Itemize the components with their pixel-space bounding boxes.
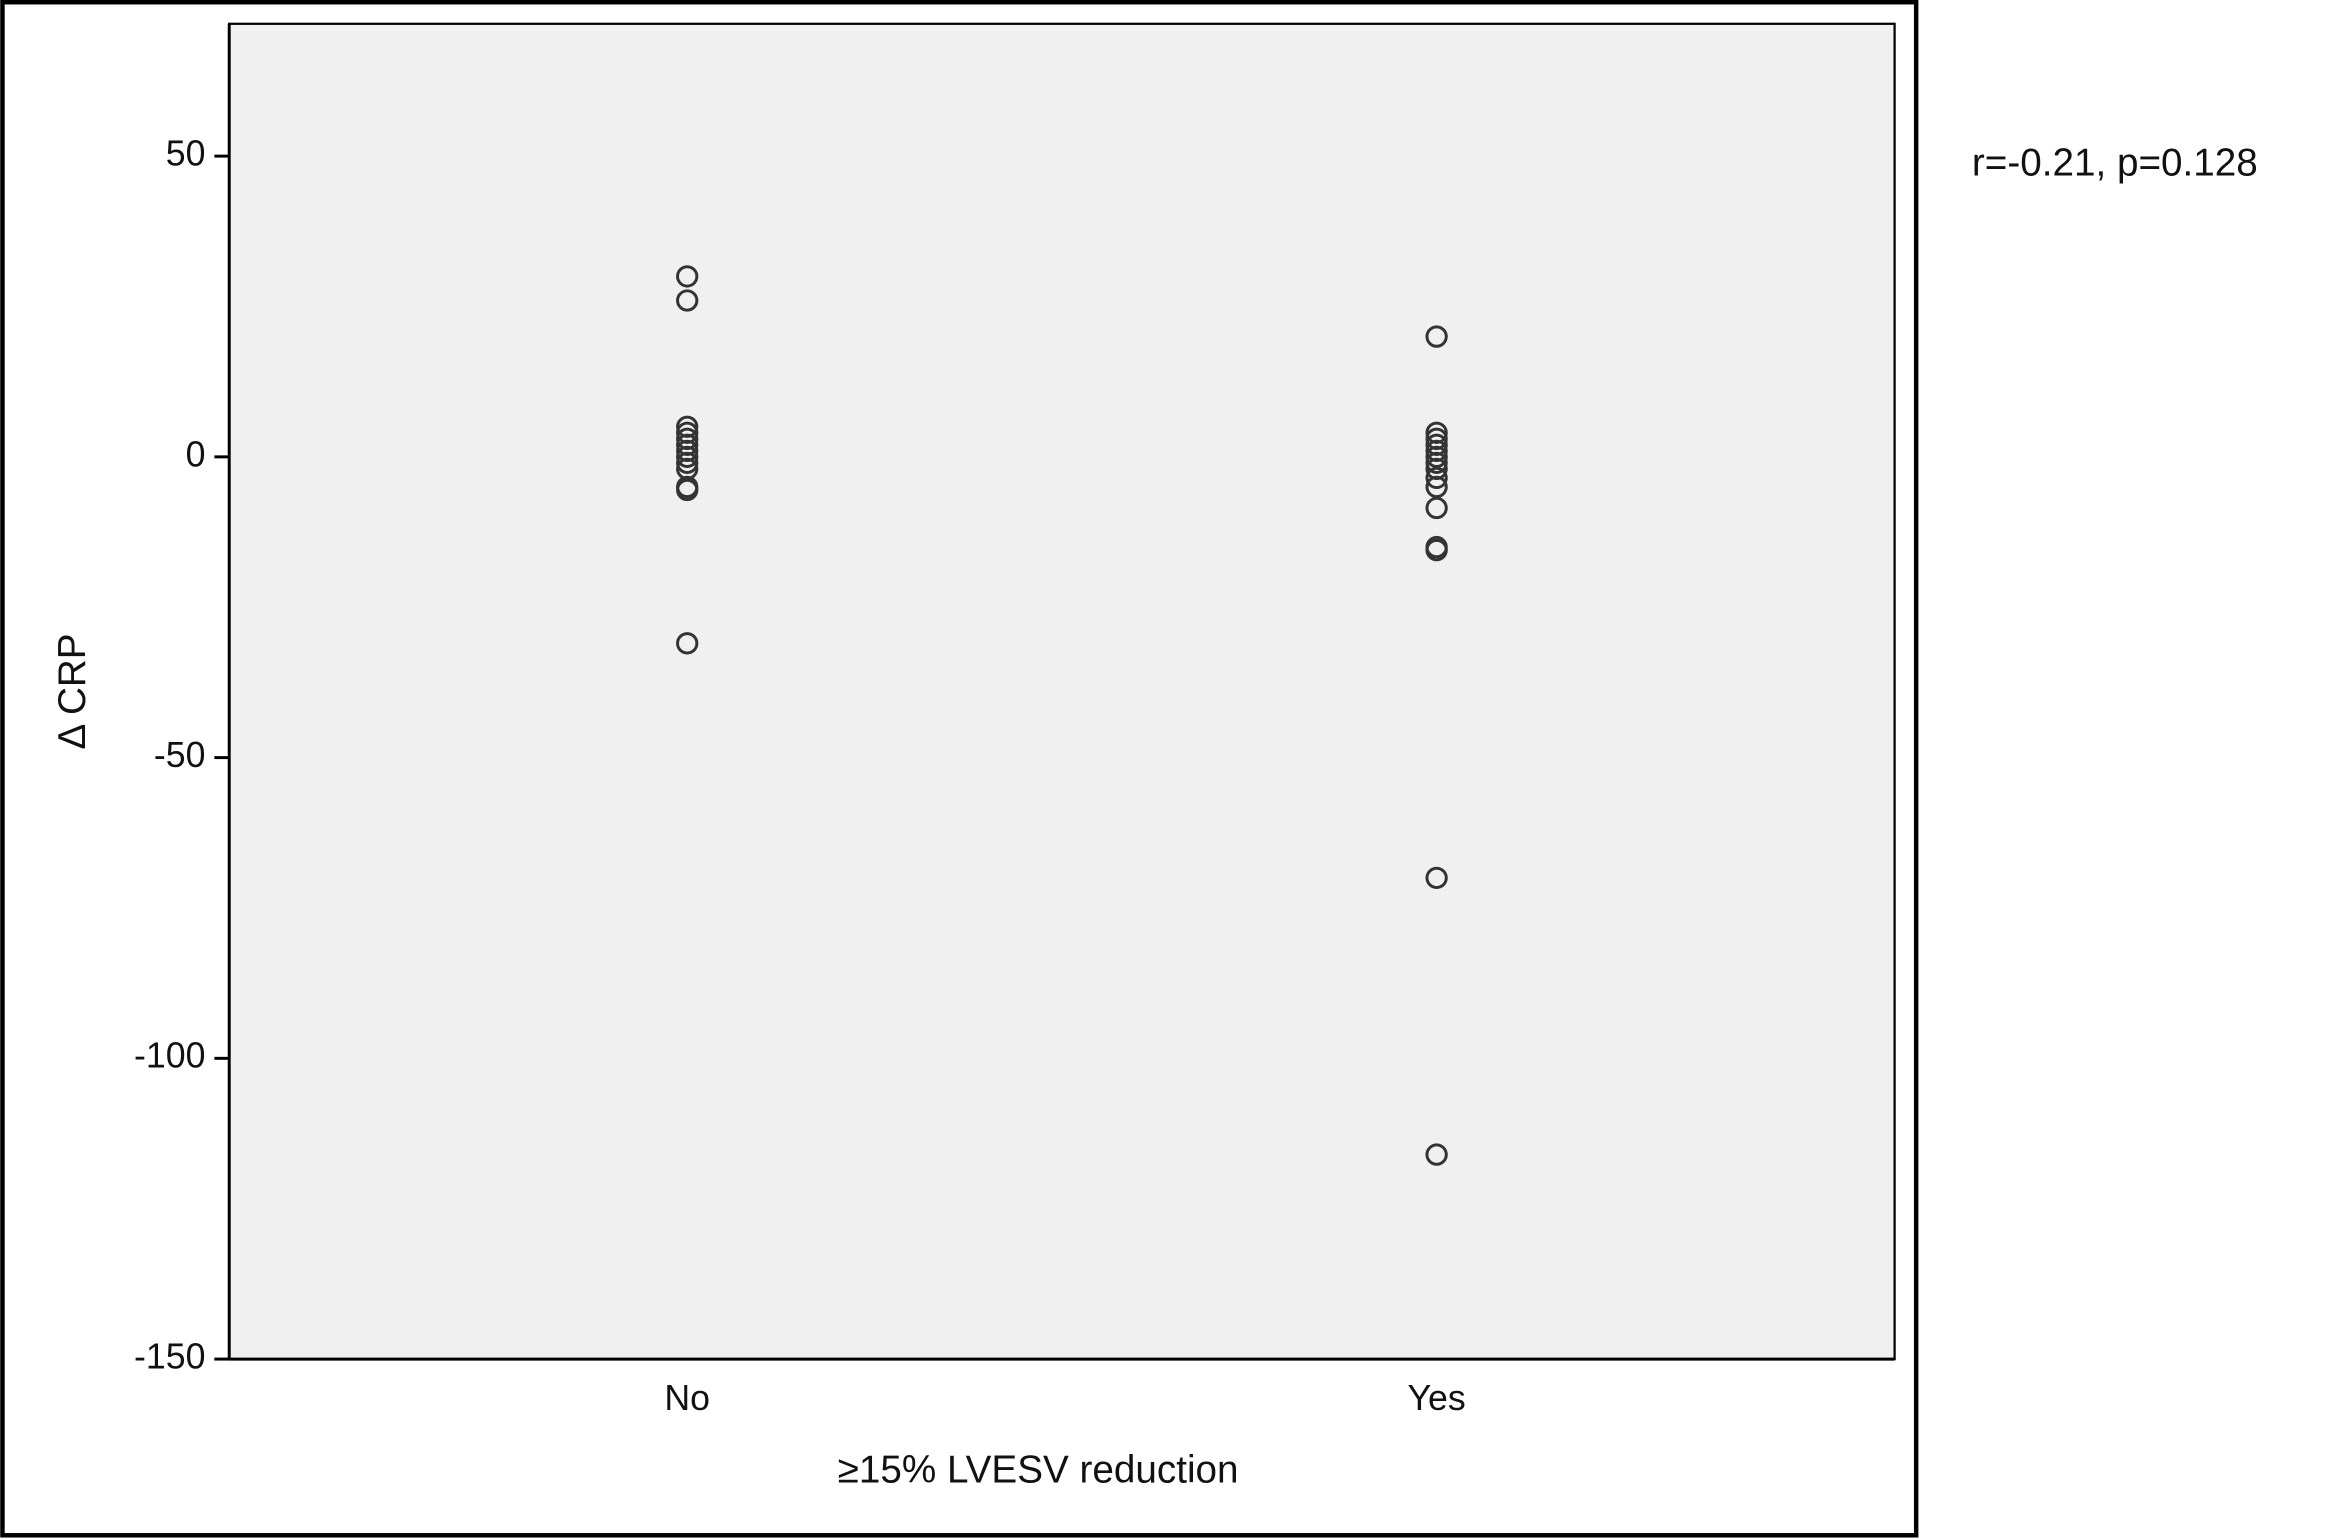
data-point (676, 451, 699, 475)
plot-area (228, 22, 1896, 1361)
data-point (1425, 445, 1448, 469)
data-point (1425, 466, 1448, 490)
y-tick-label: -150 (134, 1337, 205, 1377)
x-tick-label: No (664, 1378, 710, 1418)
data-point (676, 265, 699, 288)
annotation: r=-0.21, p=0.128 (1972, 141, 2258, 184)
data-point (1425, 496, 1448, 520)
y-tick-label: -100 (134, 1036, 205, 1076)
data-point (1425, 451, 1448, 475)
data-point (1425, 1143, 1448, 1166)
data-point (676, 289, 699, 312)
x-axis-label: ≥15% LVESV reduction (838, 1448, 1239, 1491)
data-point (1425, 325, 1448, 348)
data-point (676, 445, 699, 469)
data-point (1425, 538, 1448, 562)
x-tick-label: Yes (1408, 1378, 1466, 1418)
y-tick-label: 0 (186, 434, 206, 474)
data-point (1425, 866, 1448, 890)
y-tick-label: -50 (154, 735, 206, 775)
data-point (676, 632, 699, 655)
y-axis-label: Δ CRP (51, 633, 94, 749)
figure-frame (0, 0, 1919, 1538)
data-point (1425, 475, 1448, 499)
y-tick-label: 50 (166, 134, 206, 174)
data-point (676, 478, 699, 502)
